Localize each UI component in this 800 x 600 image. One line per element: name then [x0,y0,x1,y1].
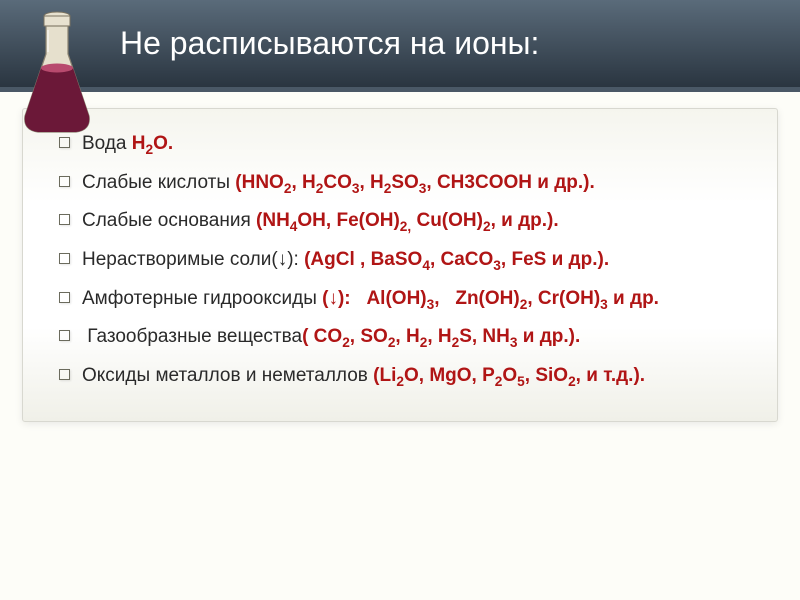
item-highlight: (↓): Al(OH)3, Zn(OH)2, Cr(OH)3 и др. [322,288,659,309]
list-item: Газообразные вещества( CO2, SO2, H2, H2S… [59,324,741,350]
item-text: Вода Н2О. [82,131,741,157]
item-highlight: (HNO2, H2CO3, H2SO3, CH3COOH и др.). [235,172,594,193]
bullet-icon [59,253,70,264]
item-text: Нерастворимые соли(↓): (AgCl , BaSO4, Ca… [82,247,741,273]
bullet-icon [59,137,70,148]
list-item: Оксиды металлов и неметаллов (Li2O, MgO,… [59,363,741,389]
list-item: Амфотерные гидрооксиды (↓): Al(OH)3, Zn(… [59,286,741,312]
item-lead: Оксиды металлов и неметаллов [82,365,373,386]
item-lead: Амфотерные гидрооксиды [82,288,322,309]
item-highlight: ( CO2, SO2, H2, H2S, NH3 и др.). [302,326,580,347]
item-text: Амфотерные гидрооксиды (↓): Al(OH)3, Zn(… [82,286,741,312]
item-highlight: (NH4OH, Fe(OH)2, Cu(OH)2, и др.). [256,210,559,231]
bullet-icon [59,369,70,380]
item-highlight: (Li2O, MgO, P2O5, SiO2, и т.д.). [373,365,645,386]
item-lead: Слабые основания [82,210,256,231]
item-lead: Вода [82,133,132,154]
list-item: Слабые основания (NH4OH, Fe(OH)2, Cu(OH)… [59,208,741,234]
item-text: Оксиды металлов и неметаллов (Li2O, MgO,… [82,363,741,389]
item-lead: Нерастворимые соли(↓): [82,249,304,270]
bullet-icon [59,214,70,225]
item-highlight: Н2О. [132,133,173,154]
item-lead: Газообразные вещества [82,326,302,347]
flask-image [18,6,96,136]
item-highlight: (AgCl , BaSO4, CaCO3, FeS и др.). [304,249,609,270]
header: Не расписываются на ионы: [0,0,800,92]
slide-title: Не расписываются на ионы: [120,25,539,62]
list-item: Слабые кислоты (HNO2, H2CO3, H2SO3, CH3C… [59,170,741,196]
list-item: Вода Н2О. [59,131,741,157]
list-item: Нерастворимые соли(↓): (AgCl , BaSO4, Ca… [59,247,741,273]
item-text: Слабые основания (NH4OH, Fe(OH)2, Cu(OH)… [82,208,741,234]
bullet-icon [59,292,70,303]
slide: Не расписываются на ионы: Вода Н2О. Слаб… [0,0,800,600]
item-text: Газообразные вещества( CO2, SO2, H2, H2S… [82,324,741,350]
bullet-icon [59,176,70,187]
bullet-icon [59,330,70,341]
content-area: Вода Н2О. Слабые кислоты (HNO2, H2CO3, H… [22,108,778,422]
item-lead: Слабые кислоты [82,172,235,193]
item-text: Слабые кислоты (HNO2, H2CO3, H2SO3, CH3C… [82,170,741,196]
